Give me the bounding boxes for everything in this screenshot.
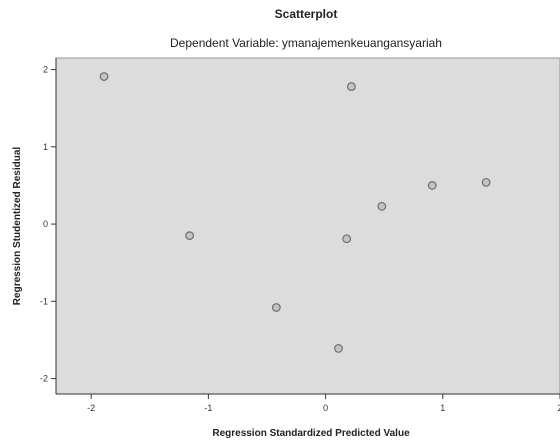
- y-axis-label: Regression Studentized Residual: [12, 147, 23, 306]
- scatter-point: [377, 201, 387, 211]
- scatter-point: [99, 72, 109, 81]
- data-points: [99, 72, 491, 353]
- y-tick-label: 0: [43, 219, 48, 229]
- x-tick-label: 2: [557, 403, 560, 413]
- x-axis: -2 -1 0 1 2: [56, 393, 560, 413]
- plot-area: [55, 57, 560, 395]
- scatter-point: [427, 181, 437, 190]
- scatter-point: [346, 82, 356, 91]
- x-tick-label: 0: [323, 403, 328, 413]
- x-tick-label: -2: [87, 403, 95, 413]
- chart-subtitle: Dependent Variable: ymanajemenkeuangansy…: [170, 36, 442, 50]
- scatter-point: [271, 303, 281, 312]
- y-tick-label: -1: [40, 296, 48, 306]
- x-tick-label: 1: [440, 403, 445, 413]
- y-tick-label: 2: [43, 65, 48, 75]
- scatter-point: [334, 344, 343, 353]
- scatter-point: [481, 177, 491, 187]
- scatter-point: [185, 231, 195, 241]
- y-tick-label: 1: [43, 142, 48, 152]
- x-tick-label: -1: [204, 403, 212, 413]
- y-axis: -2 -1 0 1 2: [40, 58, 57, 394]
- chart-title: Scatterplot: [275, 7, 338, 21]
- scatter-point: [342, 234, 352, 244]
- x-axis-label: Regression Standardized Predicted Value: [212, 428, 410, 439]
- y-tick-label: -2: [40, 374, 48, 384]
